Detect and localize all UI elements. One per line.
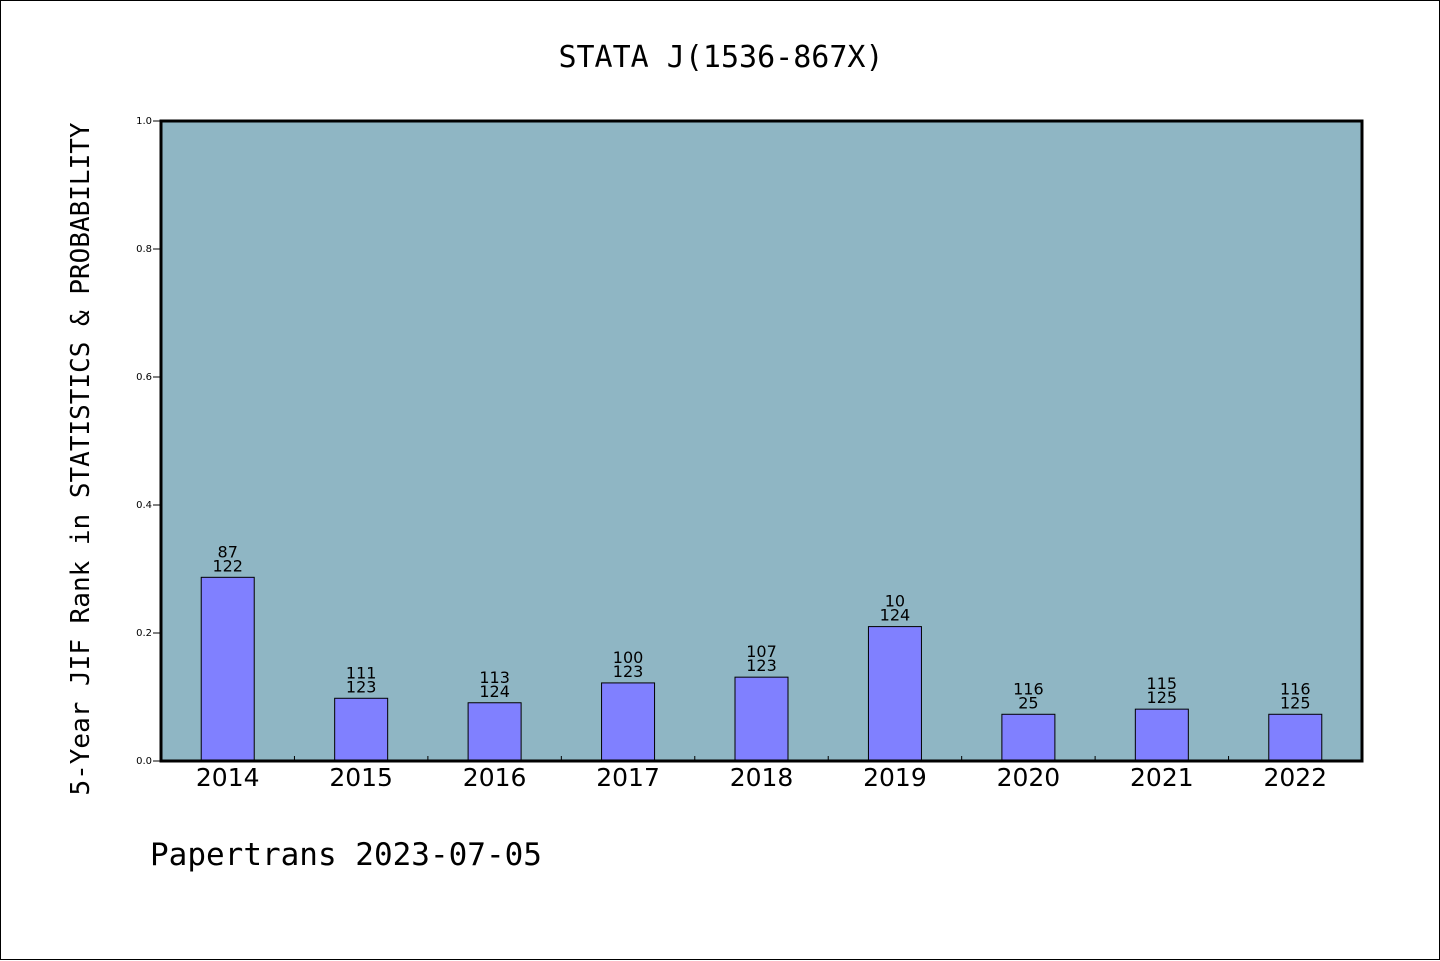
bar-label-top-2014: 87 — [218, 542, 238, 561]
y-tick-label-3: 0.6 — [136, 372, 152, 383]
y-tick-label-1: 0.2 — [136, 628, 152, 639]
bar-label-top-2019: 10 — [885, 592, 905, 611]
bar-label-top-2021: 115 — [1147, 674, 1178, 693]
bar-2021 — [1134, 708, 1189, 762]
bar-2020 — [1001, 713, 1056, 762]
chart-title: STATA J(1536-867X) — [558, 40, 883, 75]
bar-2019 — [867, 626, 922, 762]
bar-label-top-2020: 116 — [1013, 679, 1044, 698]
bar-label-bottom-2019: 124 — [880, 606, 911, 625]
bars-group — [200, 576, 1323, 762]
x-tick-label-2014: 2014 — [196, 763, 260, 792]
bar-label-top-2017: 100 — [613, 648, 644, 667]
y-tick-label-4: 0.8 — [136, 244, 152, 255]
bar-2014 — [200, 576, 255, 762]
x-tick-label-2017: 2017 — [596, 763, 660, 792]
x-tick-label-2018: 2018 — [730, 763, 794, 792]
y-tick-label-0: 0.0 — [136, 756, 152, 767]
bar-label-bottom-2015: 123 — [346, 677, 377, 696]
y-tick-label-2: 0.4 — [136, 500, 152, 511]
x-axis: 2014 2015 2016 2017 2018 2019 2020 2021 2022 — [196, 756, 1327, 792]
bar-2018 — [734, 676, 789, 762]
bar-label-bottom-2014: 122 — [212, 556, 243, 575]
plot-area — [161, 121, 1362, 761]
bar-2017 — [601, 682, 656, 762]
plot-border — [159, 119, 1364, 763]
bar-label-top-2018: 107 — [746, 642, 777, 661]
bar-label-bottom-2018: 123 — [746, 656, 777, 675]
bar-2022 — [1268, 713, 1323, 762]
bar-label-top-2015: 111 — [346, 663, 377, 682]
bar-label-bottom-2020: 25 — [1018, 693, 1038, 712]
x-tick-label-2016: 2016 — [463, 763, 527, 792]
bar-label-top-2022: 116 — [1280, 679, 1311, 698]
x-tick-label-2020: 2020 — [997, 763, 1061, 792]
bar-labels-group: 8712211112311312410012310712310124116251… — [212, 542, 1310, 712]
bar-label-bottom-2021: 125 — [1147, 688, 1178, 707]
x-tick-label-2019: 2019 — [863, 763, 927, 792]
bar-2015 — [334, 697, 389, 762]
x-tick-label-2015: 2015 — [329, 763, 393, 792]
y-axis-label: 5-Year JIF Rank in STATISTICS & PROBABIL… — [66, 122, 96, 795]
bar-label-bottom-2022: 125 — [1280, 693, 1311, 712]
bar-2016 — [467, 702, 522, 762]
x-tick-label-2022: 2022 — [1263, 763, 1327, 792]
bar-label-bottom-2016: 124 — [479, 682, 510, 701]
x-tick-label-2021: 2021 — [1130, 763, 1194, 792]
footer-caption: Papertrans 2023-07-05 — [150, 837, 542, 873]
y-tick-label-5: 1.0 — [136, 116, 152, 127]
bar-label-bottom-2017: 123 — [613, 662, 644, 681]
y-axis: 0.0 0.2 0.4 0.6 0.8 1.0 — [136, 116, 161, 767]
bar-label-top-2016: 113 — [479, 668, 510, 687]
